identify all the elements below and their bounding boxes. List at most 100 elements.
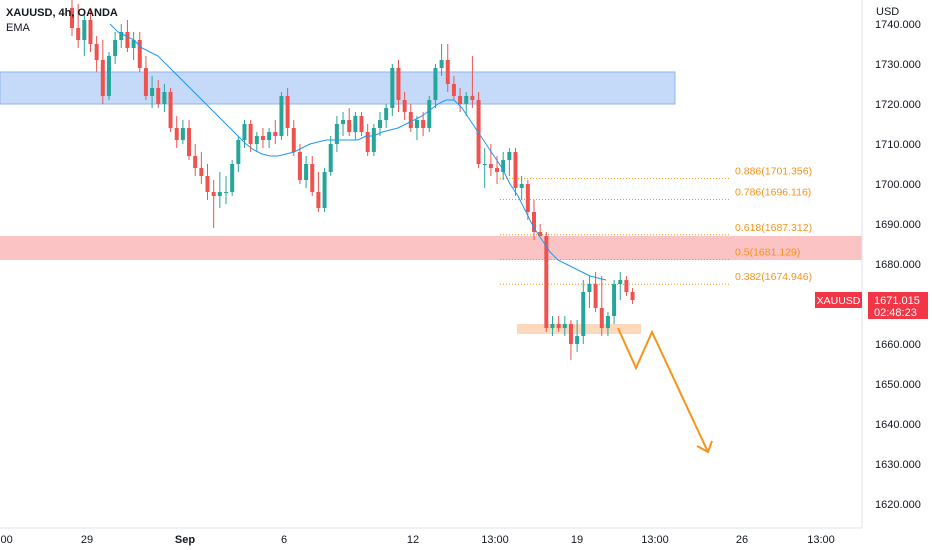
candle-body-15 — [162, 92, 167, 104]
candle-body-82 — [575, 336, 580, 344]
candle-body-68 — [488, 164, 493, 168]
candle-body-41 — [322, 172, 327, 208]
candle-body-5 — [100, 60, 105, 96]
candle-body-45 — [347, 120, 352, 132]
candle-body-77 — [544, 236, 549, 328]
fib-label-3: 0.5(1681.129) — [735, 246, 800, 258]
price-tick-3: 1710.000 — [875, 139, 921, 151]
candle-body-2 — [82, 20, 87, 40]
candle-body-70 — [501, 160, 506, 172]
candle-body-4 — [94, 44, 99, 60]
price-tick-1: 1730.000 — [875, 59, 921, 71]
candle-body-71 — [507, 152, 512, 160]
price-tick-10: 1640.000 — [875, 419, 921, 431]
candle-body-89 — [618, 280, 623, 284]
candle-body-73 — [519, 184, 524, 188]
price-tick-8: 1660.000 — [875, 339, 921, 351]
candle-body-40 — [316, 192, 321, 208]
candle-body-35 — [285, 96, 290, 128]
candle-body-50 — [378, 120, 382, 128]
candle-body-52 — [390, 68, 395, 108]
candle-body-67 — [482, 164, 487, 165]
candle-body-51 — [384, 108, 389, 120]
projection-arrowhead — [696, 440, 713, 454]
candle-body-13 — [150, 88, 155, 96]
candle-body-75 — [532, 212, 536, 232]
candle-body-53 — [396, 68, 401, 100]
candle-body-69 — [495, 168, 500, 172]
candle-body-60 — [439, 60, 444, 68]
time-tick-1: 29 — [81, 534, 93, 546]
candle-body-38 — [304, 164, 309, 180]
candle-body-25 — [224, 192, 228, 193]
price-badge-countdown: 02:48:23 — [874, 307, 917, 319]
candle-body-14 — [156, 88, 161, 104]
candle-body-81 — [568, 324, 573, 344]
candle-body-62 — [451, 84, 456, 96]
time-tick-6: 19 — [571, 534, 583, 546]
candle-body-29 — [248, 124, 253, 144]
ema-legend: EMA — [6, 22, 31, 34]
candle-body-3 — [88, 20, 93, 44]
candle-body-57 — [421, 120, 426, 128]
candle-body-27 — [236, 140, 241, 164]
candle-body-8 — [119, 32, 124, 40]
candle-body-76 — [538, 232, 543, 236]
time-tick-7: 13:00 — [641, 534, 669, 546]
price-tick-6: 1680.000 — [875, 259, 921, 271]
price-badge-value: 1671.015 — [874, 295, 920, 307]
symbol-badge — [815, 292, 862, 308]
candle-body-20 — [193, 156, 198, 168]
candle-body-6 — [106, 56, 111, 96]
candle-body-36 — [291, 128, 296, 152]
candle-body-74 — [525, 184, 530, 212]
candle-body-21 — [199, 168, 204, 176]
fibonacci-retracement: 0.886(1701.356) 0.786(1696.116) 0.618(1687… — [500, 166, 812, 285]
candle-body-32 — [267, 132, 272, 140]
candle-body-10 — [131, 40, 136, 48]
candle-body-58 — [427, 100, 432, 128]
candle-body-34 — [279, 96, 284, 136]
candle-body-90 — [624, 280, 629, 292]
candle-body-26 — [230, 164, 235, 192]
candle-body-16 — [168, 92, 173, 128]
time-tick-4: 12 — [407, 534, 419, 546]
candle-body-17 — [174, 128, 179, 140]
candle-body-23 — [211, 192, 216, 196]
price-tick-0: 1740.000 — [875, 19, 921, 31]
candle-body-64 — [464, 96, 469, 104]
candle-body-59 — [433, 68, 438, 100]
ema-line — [109, 23, 607, 281]
candle-body-22 — [205, 176, 210, 192]
fib-label-1: 0.786(1696.116) — [735, 187, 811, 199]
fib-label-2: 0.618(1687.312) — [735, 222, 812, 234]
time-tick-2: Sep — [175, 534, 195, 546]
last-price-badge: XAUUSD 1671.015 02:48:23 — [815, 292, 928, 319]
resistance-zone — [0, 71, 676, 105]
time-tick-5: 13:00 — [481, 534, 509, 546]
price-tick-9: 1650.000 — [875, 379, 921, 391]
candle-body-37 — [297, 152, 302, 180]
candle-body-24 — [217, 192, 222, 196]
price-tick-5: 1690.000 — [875, 219, 921, 231]
candle-body-33 — [273, 132, 278, 136]
candle-body-46 — [353, 116, 358, 132]
candle-body-88 — [612, 284, 617, 316]
candle-body-83 — [581, 292, 586, 336]
candle-body-30 — [254, 136, 259, 144]
time-axis-ticks: 3:00 29 Sep 6 12 13:00 19 13:00 26 13:00 — [0, 534, 835, 546]
candle-body-31 — [260, 136, 265, 140]
candle-body-78 — [550, 324, 555, 328]
candle-body-48 — [365, 132, 370, 152]
candle-body-72 — [513, 152, 518, 188]
supply-zone — [0, 236, 862, 260]
candle-body-84 — [587, 284, 592, 292]
time-tick-0: 3:00 — [0, 534, 13, 546]
candle-body-28 — [242, 124, 247, 140]
candle-body-56 — [414, 120, 419, 128]
projection-path — [617, 327, 709, 453]
candle-body-19 — [187, 128, 192, 156]
candle-body-80 — [562, 324, 567, 328]
fib-label-0: 0.886(1701.356) — [735, 166, 812, 178]
